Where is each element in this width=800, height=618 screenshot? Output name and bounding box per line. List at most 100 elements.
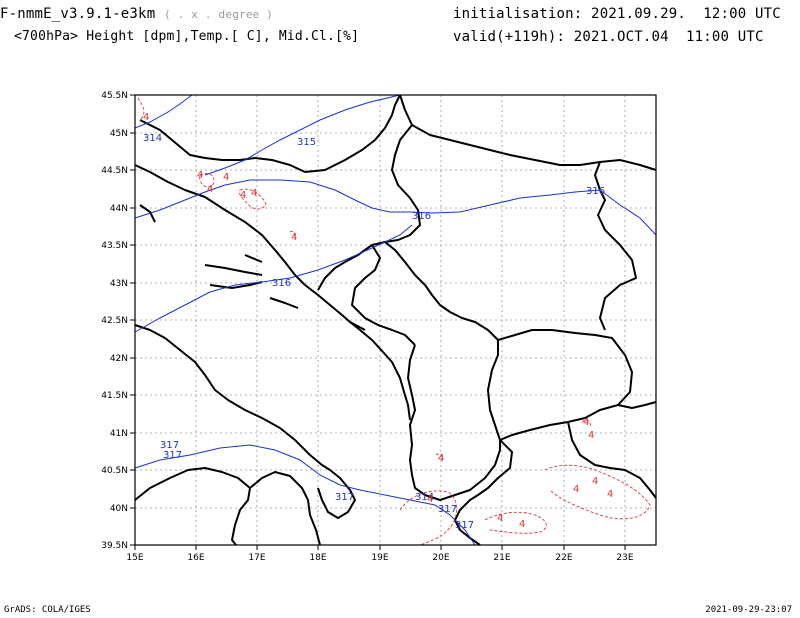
adriatic-east-coast [134,164,411,421]
footer-credit: GrADS: COLA/IGES [4,605,91,615]
label-314: 314 [143,133,162,144]
lon-label: 17E [248,553,265,563]
lon-tick-labels: 15E 16E 17E 18E 19E 20E 21E 22E 23E [126,553,633,563]
bulgaria-greece-border [617,401,657,409]
cloud-label: 4 [438,453,444,464]
lat-label: 43N [110,279,128,289]
italy-coast [134,324,331,471]
cloud-label: 4 [143,112,149,123]
albania-border [407,344,501,501]
cloud-contours [137,97,651,546]
height-contours [134,94,657,546]
footer-timestamp: 2021-09-29-23:07 [705,605,792,615]
label-314-south: 314 [415,492,434,503]
island-1 [204,264,263,276]
init-time: initialisation: 2021.09.29. 12:00 UTC [453,6,781,22]
lat-label: 45.5N [101,91,128,101]
label-317-c: 317 [335,492,354,503]
island-4 [349,321,366,331]
contour-316-a [134,179,657,236]
lat-label: 40N [110,504,128,514]
cloud-label: 4 [291,232,297,243]
cloud-patch-7 [581,419,591,429]
coastlines-borders [134,94,657,546]
label-317-d: 317 [438,504,457,515]
lon-label: 18E [309,553,326,563]
lon-label: 22E [555,553,572,563]
lon-label: 16E [187,553,204,563]
cloud-label: 4 [427,494,433,505]
north-macedonia-border [487,329,633,441]
cloud-label: 4 [519,519,525,530]
label-316-central: 316 [412,211,431,222]
cloud-label: 4 [583,417,589,428]
lat-label: 42N [110,354,128,364]
label-317-e: 317 [455,520,474,531]
projection-note: ( . x . degree ) [163,8,274,21]
label-317-a: 317 [160,440,179,451]
lat-label: 44.5N [101,166,128,176]
montenegro-kosovo-border [351,244,416,346]
cloud-label: 4 [251,188,257,199]
danube-border [411,124,657,171]
lat-label: 45N [110,129,128,139]
lon-label: 19E [371,553,388,563]
label-316-coast: 316 [272,278,291,289]
bosnia-north-border [304,94,401,173]
calabria [134,467,251,546]
label-315: 315 [297,137,316,148]
model-title: F-nmmE_v3.9.1-e3km ( . x . degree ) [0,6,274,22]
island-3 [269,297,299,309]
lat-tick-labels: 45.5N 45N 44.5N 44N 43.5N 43N 42.5N 42N … [101,91,128,551]
height-contour-labels: 314 315 316 316 316 317 317 317 314 317 … [143,133,605,531]
cloud-label: 4 [207,184,213,195]
cloud-patch-3 [239,188,267,210]
italy-heel [317,469,356,519]
lat-label: 39.5N [101,541,128,551]
kosovo-serbia-border [384,241,499,341]
cloud-patch-8 [435,453,443,461]
serbia-bosnia-border [317,94,421,291]
label-317-b: 317 [163,450,182,461]
cloud-label: 4 [588,430,594,441]
island-2 [209,281,263,289]
cloud-patch-9 [289,231,296,239]
fields-description: <700hPa> Height [dpm],Temp.[ C], Mid.Cl.… [14,29,360,44]
cloud-patch-6 [544,464,651,520]
lon-label: 20E [432,553,449,563]
island-5 [244,254,263,263]
cloud-label: 4 [197,170,203,181]
cloud-label: 4 [573,484,579,495]
lat-label: 41N [110,429,128,439]
lon-label: 23E [616,553,633,563]
cloud-patch-4 [399,490,458,546]
greece-north-border [454,439,513,546]
cloud-label: 4 [592,476,598,487]
lon-label: 15E [126,553,143,563]
contour-315 [204,94,401,176]
contour-314 [134,94,193,129]
lat-label: 44N [110,204,128,214]
cloud-label: 4 [497,513,503,524]
contour-316-b [134,224,413,333]
greece-inner [567,421,657,499]
lat-label: 43.5N [101,241,128,251]
lon-label: 21E [493,553,510,563]
valid-time: valid(+119h): 2021.OCT.04 11:00 UTC [453,29,764,45]
lat-label: 42.5N [101,316,128,326]
label-316-east: 316 [586,186,605,197]
cloud-patch-1 [137,97,145,121]
contour-317 [134,444,476,546]
cloud-label: 4 [607,489,613,500]
cloud-label: 4 [223,172,229,183]
cloud-patch-5 [484,511,547,534]
grid-lines [135,95,656,545]
tick-marks [130,94,626,550]
lat-label: 41.5N [101,391,128,401]
calabria-inner [249,471,321,546]
croatia-bosnia-border [139,119,306,173]
island-6 [139,204,156,223]
cloud-contour-labels: 4 4 4 4 4 4 4 4 4 4 4 4 4 4 4 4 [143,112,613,530]
cloud-label: 4 [240,190,246,201]
